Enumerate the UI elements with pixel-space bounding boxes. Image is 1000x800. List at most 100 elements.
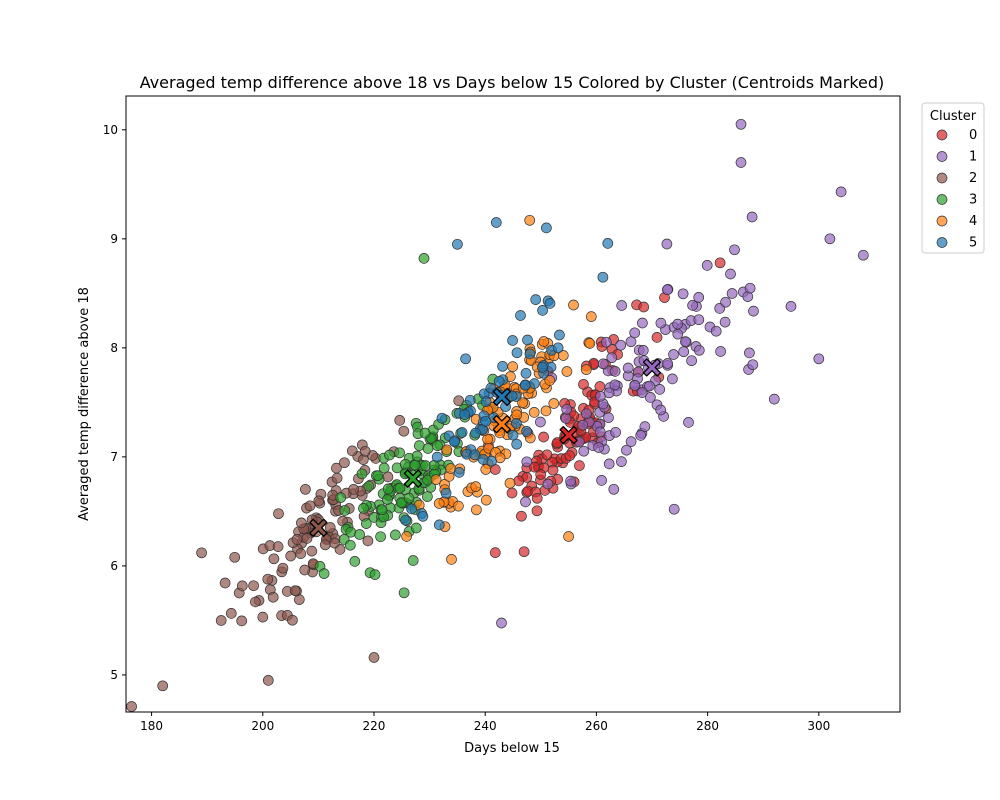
- data-point-cluster-4: [548, 398, 560, 409]
- data-point-cluster-4: [471, 504, 482, 516]
- data-point-cluster-0: [518, 546, 530, 558]
- data-point-cluster-0: [547, 464, 559, 476]
- data-point-cluster-5: [554, 329, 565, 341]
- data-point-cluster-0: [574, 460, 585, 471]
- data-point-cluster-2: [306, 545, 318, 557]
- data-point-cluster-3: [422, 443, 434, 454]
- data-point-cluster-1: [603, 387, 615, 399]
- data-point-cluster-0: [578, 378, 589, 390]
- data-point-cluster-5: [530, 294, 542, 305]
- data-point-cluster-2: [346, 445, 358, 457]
- data-point-cluster-1: [785, 301, 797, 312]
- data-point-cluster-2: [313, 495, 325, 507]
- data-point-cluster-5: [521, 426, 532, 437]
- data-point-cluster-1: [720, 296, 731, 308]
- data-point-cluster-1: [667, 373, 678, 385]
- data-point-cluster-1: [677, 288, 689, 300]
- data-point-cluster-1: [609, 366, 621, 377]
- data-point-cluster-1: [661, 238, 673, 250]
- data-point-cluster-5: [506, 390, 518, 402]
- data-point-cluster-2: [248, 580, 259, 592]
- legend-marker-3: [936, 194, 948, 205]
- data-point-cluster-3: [409, 459, 421, 471]
- data-point-cluster-1: [597, 358, 609, 370]
- data-point-cluster-1: [680, 336, 691, 347]
- data-point-cluster-3: [345, 526, 357, 538]
- data-point-cluster-1: [520, 496, 531, 508]
- data-point-cluster-2: [277, 562, 289, 574]
- data-point-cluster-4: [433, 498, 445, 509]
- data-point-cluster-2: [453, 395, 465, 407]
- data-point-cluster-1: [662, 284, 673, 296]
- data-point-cluster-4: [401, 531, 412, 542]
- data-point-cluster-4: [517, 397, 528, 409]
- data-point-cluster-2: [368, 652, 380, 663]
- data-point-cluster-5: [507, 429, 519, 441]
- data-point-cluster-0: [516, 510, 527, 522]
- data-point-cluster-0: [506, 487, 518, 499]
- data-point-cluster-3: [363, 480, 375, 492]
- legend-box: [921, 102, 985, 254]
- data-point-cluster-0: [535, 469, 547, 480]
- data-point-cluster-1: [603, 412, 614, 423]
- data-point-cluster-3: [382, 483, 394, 495]
- data-point-cluster-1: [701, 260, 713, 271]
- y-tick-label: 10: [103, 123, 118, 137]
- data-point-cluster-0: [651, 332, 663, 343]
- data-point-cluster-3: [356, 468, 368, 480]
- data-point-cluster-1: [813, 353, 825, 365]
- data-point-cluster-1: [637, 345, 649, 356]
- data-point-cluster-0: [513, 475, 525, 487]
- data-point-cluster-1: [622, 362, 634, 374]
- legend-label-2: 2: [969, 171, 977, 186]
- legend-marker-5: [936, 237, 948, 248]
- data-point-cluster-2: [359, 445, 371, 457]
- data-point-cluster-1: [615, 339, 627, 351]
- x-tick-label: 200: [251, 719, 274, 733]
- data-point-cluster-5: [459, 409, 471, 420]
- data-point-cluster-4: [544, 375, 556, 386]
- data-point-cluster-1: [683, 417, 694, 428]
- data-point-cluster-5: [480, 415, 492, 427]
- data-point-cluster-1: [606, 352, 618, 364]
- data-point-cluster-3: [403, 492, 415, 504]
- y-tick-label: 5: [110, 668, 118, 682]
- data-point-cluster-3: [339, 505, 351, 516]
- data-point-cluster-1: [746, 211, 758, 223]
- data-point-cluster-1: [565, 475, 576, 487]
- data-point-cluster-1: [621, 444, 632, 456]
- data-point-cluster-5: [440, 487, 452, 499]
- data-point-cluster-5: [519, 379, 531, 391]
- data-point-cluster-4: [584, 338, 596, 349]
- data-point-cluster-1: [593, 442, 604, 453]
- data-point-cluster-3: [422, 491, 433, 502]
- data-point-cluster-3: [344, 539, 356, 551]
- data-point-cluster-3: [349, 556, 361, 567]
- legend-marker-2: [936, 172, 948, 184]
- centroid-marker-cluster-1: [642, 358, 662, 377]
- data-point-cluster-3: [418, 253, 430, 264]
- data-point-cluster-5: [537, 305, 548, 316]
- data-point-cluster-1: [616, 456, 627, 467]
- data-point-cluster-5: [464, 394, 476, 406]
- data-point-cluster-2: [272, 541, 284, 552]
- y-tick-label: 6: [110, 559, 118, 573]
- data-point-cluster-1: [735, 118, 747, 130]
- data-point-cluster-1: [726, 288, 738, 299]
- data-point-cluster-2: [301, 533, 313, 544]
- data-point-cluster-2: [289, 585, 301, 597]
- data-point-cluster-5: [456, 427, 468, 438]
- data-point-cluster-1: [581, 408, 592, 420]
- data-point-cluster-5: [544, 298, 556, 309]
- data-point-cluster-1: [560, 413, 572, 424]
- data-point-cluster-2: [250, 596, 261, 608]
- y-tick-label: 8: [110, 341, 118, 355]
- data-point-cluster-2: [300, 483, 311, 495]
- centroid-marker-cluster-0: [559, 425, 578, 445]
- data-point-cluster-2: [257, 611, 269, 623]
- data-point-cluster-5: [537, 361, 548, 373]
- data-point-cluster-4: [540, 405, 552, 417]
- data-point-cluster-1: [693, 292, 705, 303]
- data-point-cluster-3: [378, 462, 390, 474]
